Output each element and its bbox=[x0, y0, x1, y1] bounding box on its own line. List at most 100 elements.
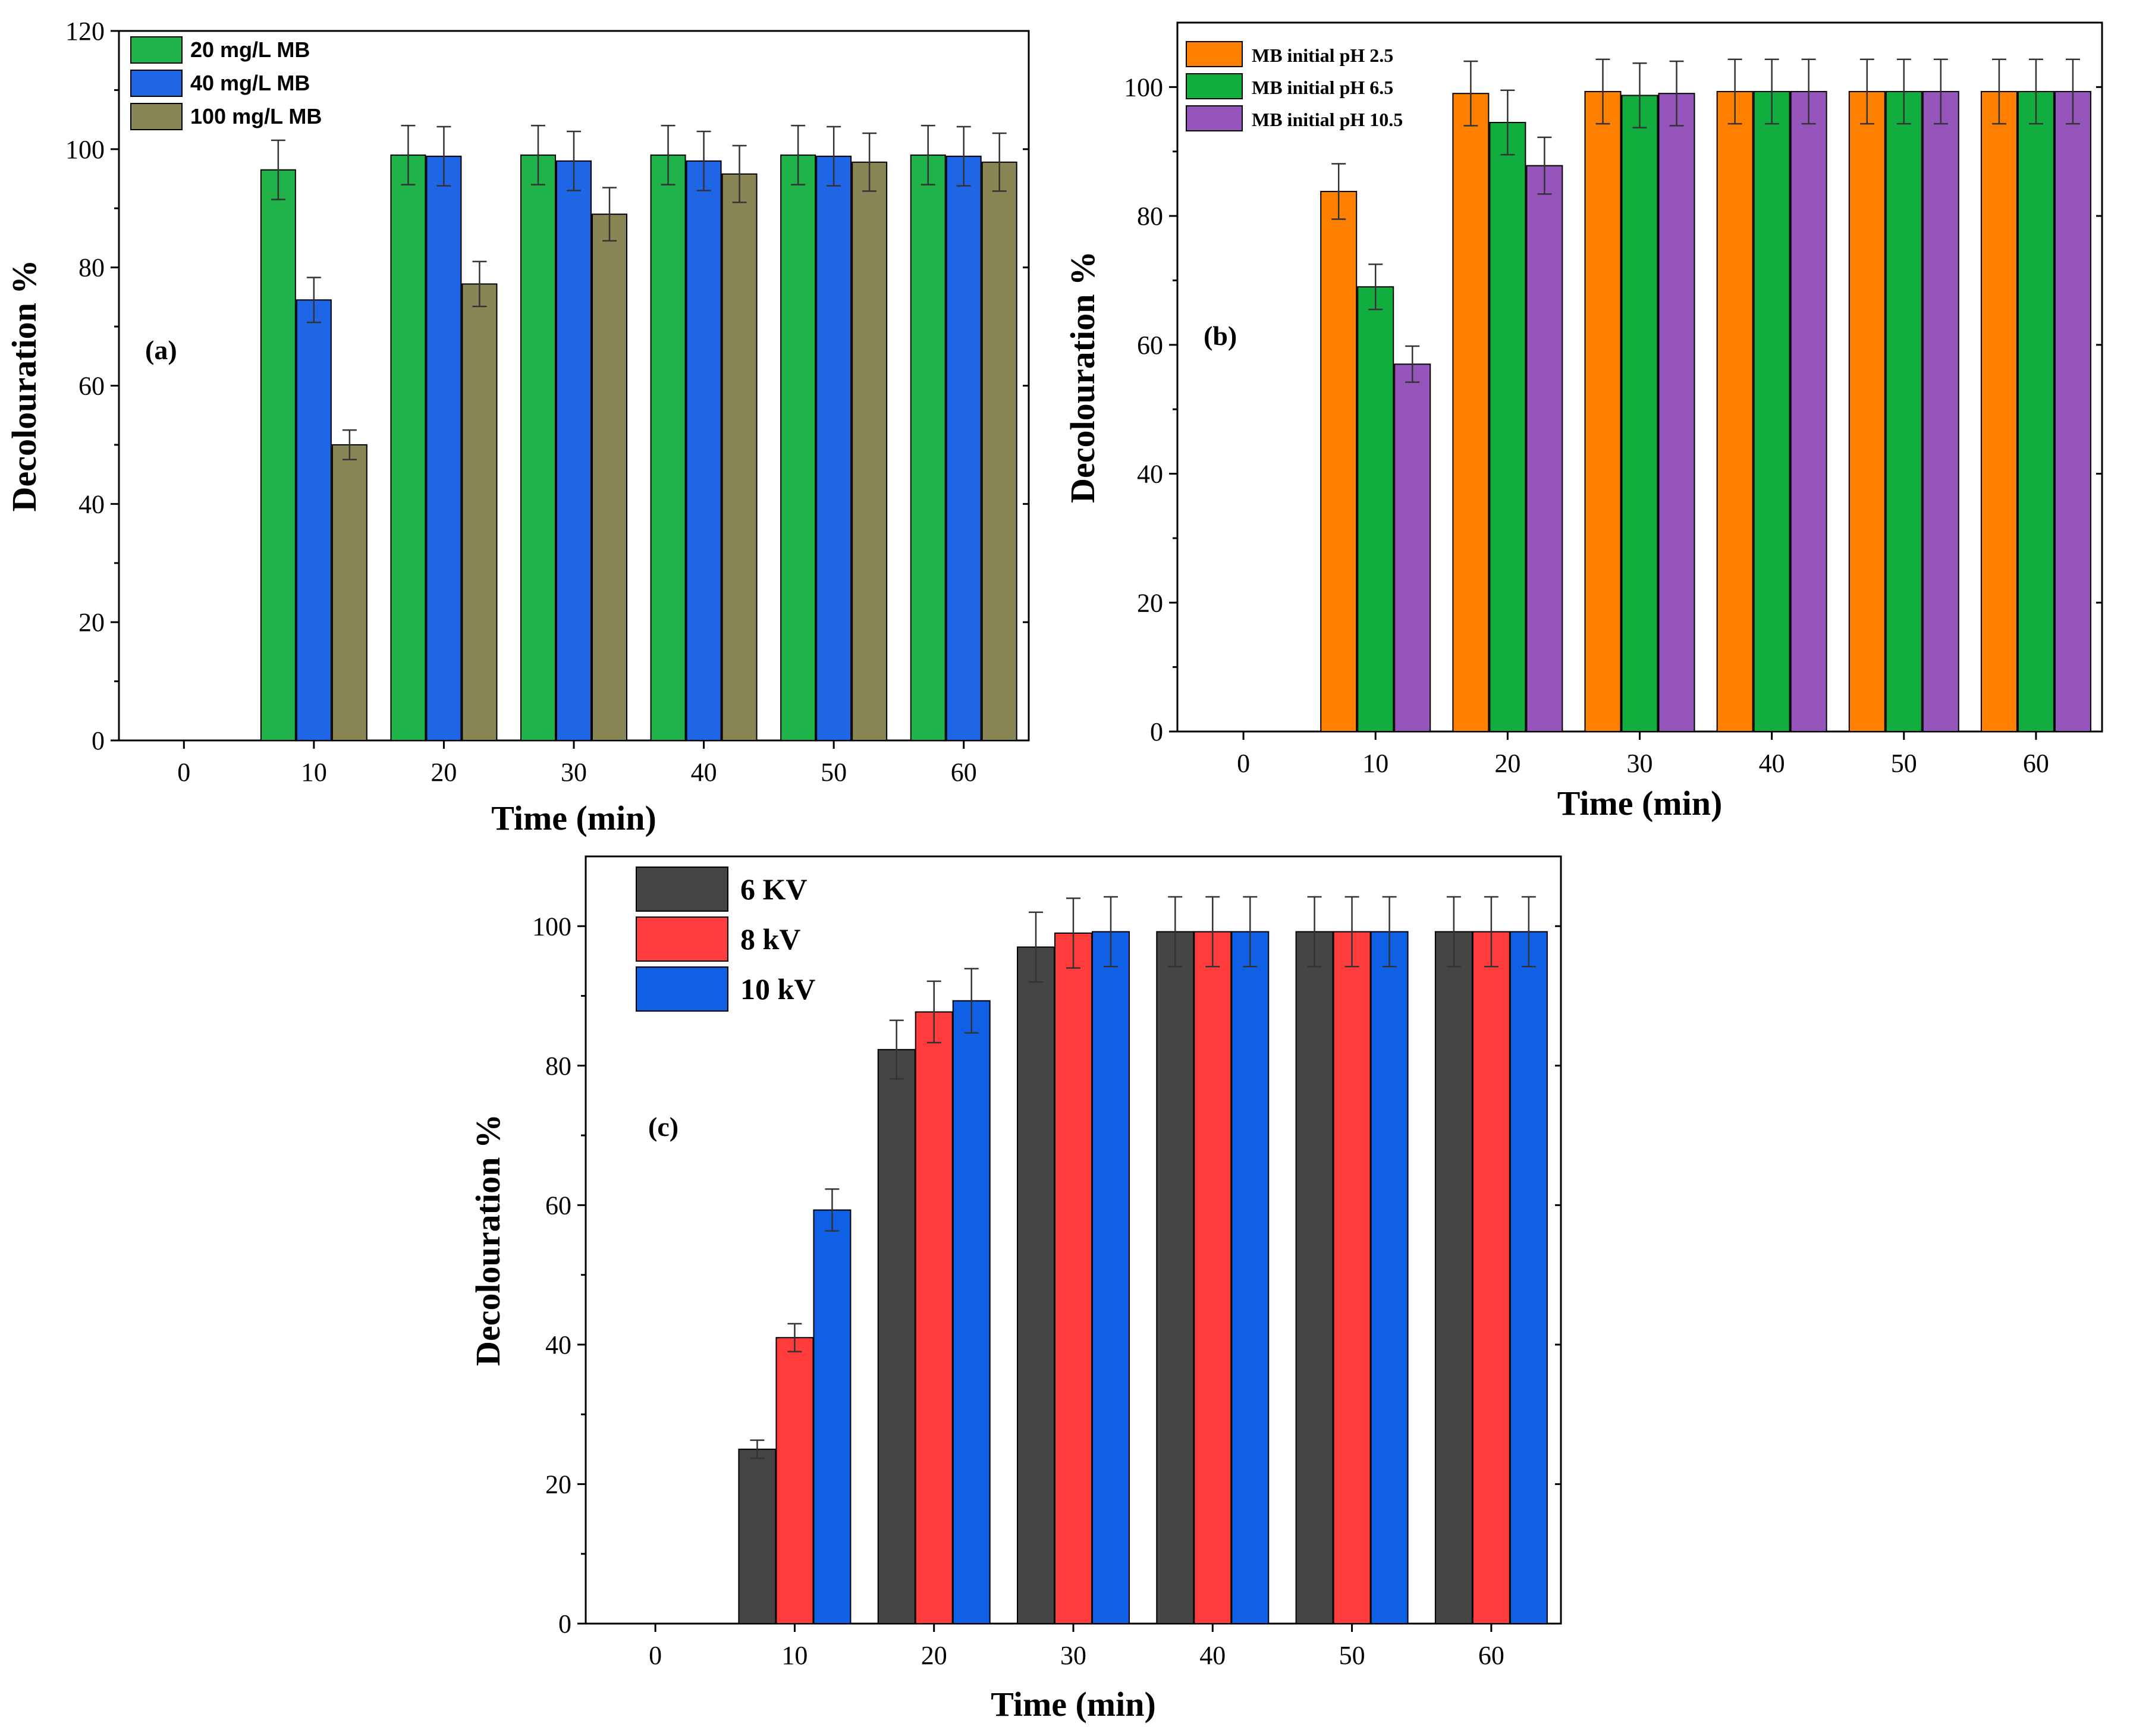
y-axis-label: Decolouration % bbox=[1063, 251, 1102, 503]
bar-mb-initial-ph-6-5-t50 bbox=[1885, 90, 1922, 732]
bar-6-kv-t20 bbox=[877, 1048, 916, 1624]
bar-10-kv-t10 bbox=[813, 1209, 852, 1624]
bar-mb-initial-ph-2-5-t30 bbox=[1584, 90, 1622, 732]
bar-mb-initial-ph-6-5-t60 bbox=[2017, 90, 2054, 732]
bar-8-kv-t60 bbox=[1472, 931, 1510, 1624]
bar-40-mg-l-mb-t30 bbox=[556, 160, 592, 741]
legend-label-mb-initial-ph-6-5: MB initial pH 6.5 bbox=[1252, 77, 1393, 98]
panel-label: (b) bbox=[1204, 321, 1237, 351]
legend-swatch-mb-initial-ph-2-5 bbox=[1186, 41, 1243, 67]
bar-10-kv-t20 bbox=[952, 1000, 991, 1624]
panel-label: (a) bbox=[145, 335, 177, 365]
x-tick-label: 30 bbox=[1627, 749, 1653, 778]
bar-6-kv-t50 bbox=[1295, 931, 1334, 1624]
y-tick-label: 80 bbox=[1137, 202, 1163, 231]
y-tick-label: 120 bbox=[65, 17, 105, 46]
bar-mb-initial-ph-2-5-t20 bbox=[1452, 93, 1490, 733]
bar-mb-initial-ph-2-5-t60 bbox=[1980, 90, 2018, 732]
bar-mb-initial-ph-2-5-t40 bbox=[1716, 90, 1754, 732]
bar-8-kv-t20 bbox=[915, 1011, 953, 1624]
y-tick-label: 100 bbox=[1124, 73, 1163, 102]
legend-label-100-mg-l-mb: 100 mg/L MB bbox=[190, 104, 322, 128]
x-tick-label: 60 bbox=[2023, 749, 2049, 778]
y-tick-label: 60 bbox=[545, 1191, 571, 1220]
x-tick-label: 10 bbox=[781, 1641, 808, 1670]
x-tick-label: 40 bbox=[1199, 1641, 1226, 1670]
x-tick-label: 50 bbox=[821, 758, 847, 787]
bar-6-kv-t10 bbox=[738, 1448, 777, 1624]
x-axis-label: Time (min) bbox=[1557, 784, 1723, 823]
bar-8-kv-t50 bbox=[1333, 931, 1371, 1624]
bar-40-mg-l-mb-t60 bbox=[945, 155, 982, 742]
x-tick-label: 50 bbox=[1891, 749, 1917, 778]
legend-swatch-10-kv bbox=[636, 966, 728, 1012]
y-tick-label: 60 bbox=[1137, 331, 1163, 360]
legend-label-mb-initial-ph-2-5: MB initial pH 2.5 bbox=[1252, 45, 1393, 66]
bar-20-mg-l-mb-t10 bbox=[260, 169, 296, 742]
x-tick-label: 0 bbox=[649, 1641, 662, 1670]
y-tick-label: 20 bbox=[78, 608, 105, 637]
chart-a-decolouration-by-concentration: 0 20 40 60 80 100 120 0 10 20 30 40 50 60 20 mg/L MB 40… bbox=[5, 17, 1030, 837]
legend-swatch-20-mg-l-mb bbox=[130, 36, 183, 64]
bar-20-mg-l-mb-t60 bbox=[910, 154, 946, 741]
bar-10-kv-t40 bbox=[1231, 931, 1270, 1624]
bar-8-kv-t30 bbox=[1054, 933, 1092, 1624]
legend-label-40-mg-l-mb: 40 mg/L MB bbox=[190, 71, 310, 95]
bar-40-mg-l-mb-t50 bbox=[816, 155, 852, 742]
y-axis-label: Decolouration % bbox=[5, 260, 43, 512]
bar-10-kv-t60 bbox=[1509, 931, 1548, 1624]
bar-20-mg-l-mb-t20 bbox=[390, 154, 426, 741]
bar-100-mg-l-mb-t30 bbox=[592, 214, 627, 742]
legend-label-8-kv: 8 kV bbox=[740, 922, 800, 956]
bar-10-kv-t30 bbox=[1092, 931, 1130, 1624]
x-tick-label: 20 bbox=[431, 758, 457, 787]
panel-label: (c) bbox=[648, 1112, 678, 1142]
legend-swatch-8-kv bbox=[636, 916, 728, 962]
x-axis-label: Time (min) bbox=[491, 799, 656, 837]
x-tick-label: 30 bbox=[1060, 1641, 1086, 1670]
y-tick-label: 20 bbox=[1137, 588, 1163, 617]
bar-100-mg-l-mb-t20 bbox=[461, 283, 498, 741]
x-tick-label: 40 bbox=[1759, 749, 1785, 778]
bar-20-mg-l-mb-t50 bbox=[780, 154, 816, 741]
y-tick-label: 80 bbox=[545, 1051, 571, 1081]
x-tick-label: 0 bbox=[1237, 749, 1250, 778]
bar-mb-initial-ph-6-5-t40 bbox=[1753, 90, 1790, 732]
x-tick-label: 10 bbox=[301, 758, 327, 787]
bar-mb-initial-ph-10-5-t40 bbox=[1790, 90, 1827, 732]
legend-label-10-kv: 10 kV bbox=[740, 972, 815, 1006]
y-tick-label: 0 bbox=[92, 726, 105, 755]
bar-8-kv-t40 bbox=[1193, 931, 1232, 1624]
bar-100-mg-l-mb-t50 bbox=[852, 161, 888, 741]
y-tick-label: 60 bbox=[78, 372, 105, 401]
x-tick-label: 20 bbox=[1494, 749, 1520, 778]
bar-40-mg-l-mb-t20 bbox=[426, 155, 462, 742]
bar-10-kv-t50 bbox=[1370, 931, 1409, 1624]
legend-swatch-mb-initial-ph-6-5 bbox=[1186, 73, 1243, 99]
x-tick-label: 20 bbox=[921, 1641, 947, 1670]
y-tick-label: 0 bbox=[558, 1609, 571, 1638]
y-tick-label: 0 bbox=[1150, 717, 1163, 746]
bar-mb-initial-ph-6-5-t20 bbox=[1489, 121, 1526, 733]
legend-swatch-100-mg-l-mb bbox=[130, 103, 183, 130]
y-tick-label: 100 bbox=[532, 912, 571, 941]
y-tick-label: 80 bbox=[78, 253, 105, 282]
bar-40-mg-l-mb-t40 bbox=[686, 160, 722, 741]
legend-swatch-mb-initial-ph-10-5 bbox=[1186, 105, 1243, 131]
y-axis-label: Decolouration % bbox=[469, 1114, 507, 1366]
x-tick-label: 50 bbox=[1339, 1641, 1365, 1670]
bar-mb-initial-ph-6-5-t10 bbox=[1357, 286, 1394, 733]
legend-swatch-40-mg-l-mb bbox=[130, 70, 183, 97]
y-tick-label: 40 bbox=[545, 1330, 571, 1360]
bar-mb-initial-ph-10-5-t60 bbox=[2054, 90, 2091, 732]
bar-6-kv-t30 bbox=[1017, 946, 1055, 1624]
x-tick-label: 0 bbox=[177, 758, 190, 787]
bar-mb-initial-ph-10-5-t20 bbox=[1526, 165, 1563, 732]
x-tick-label: 60 bbox=[951, 758, 977, 787]
bar-40-mg-l-mb-t10 bbox=[296, 299, 332, 741]
bar-6-kv-t60 bbox=[1434, 931, 1473, 1624]
bar-100-mg-l-mb-t10 bbox=[331, 444, 367, 742]
legend-swatch-6-kv bbox=[636, 867, 728, 912]
legend-label-6-kv: 6 KV bbox=[740, 872, 808, 906]
